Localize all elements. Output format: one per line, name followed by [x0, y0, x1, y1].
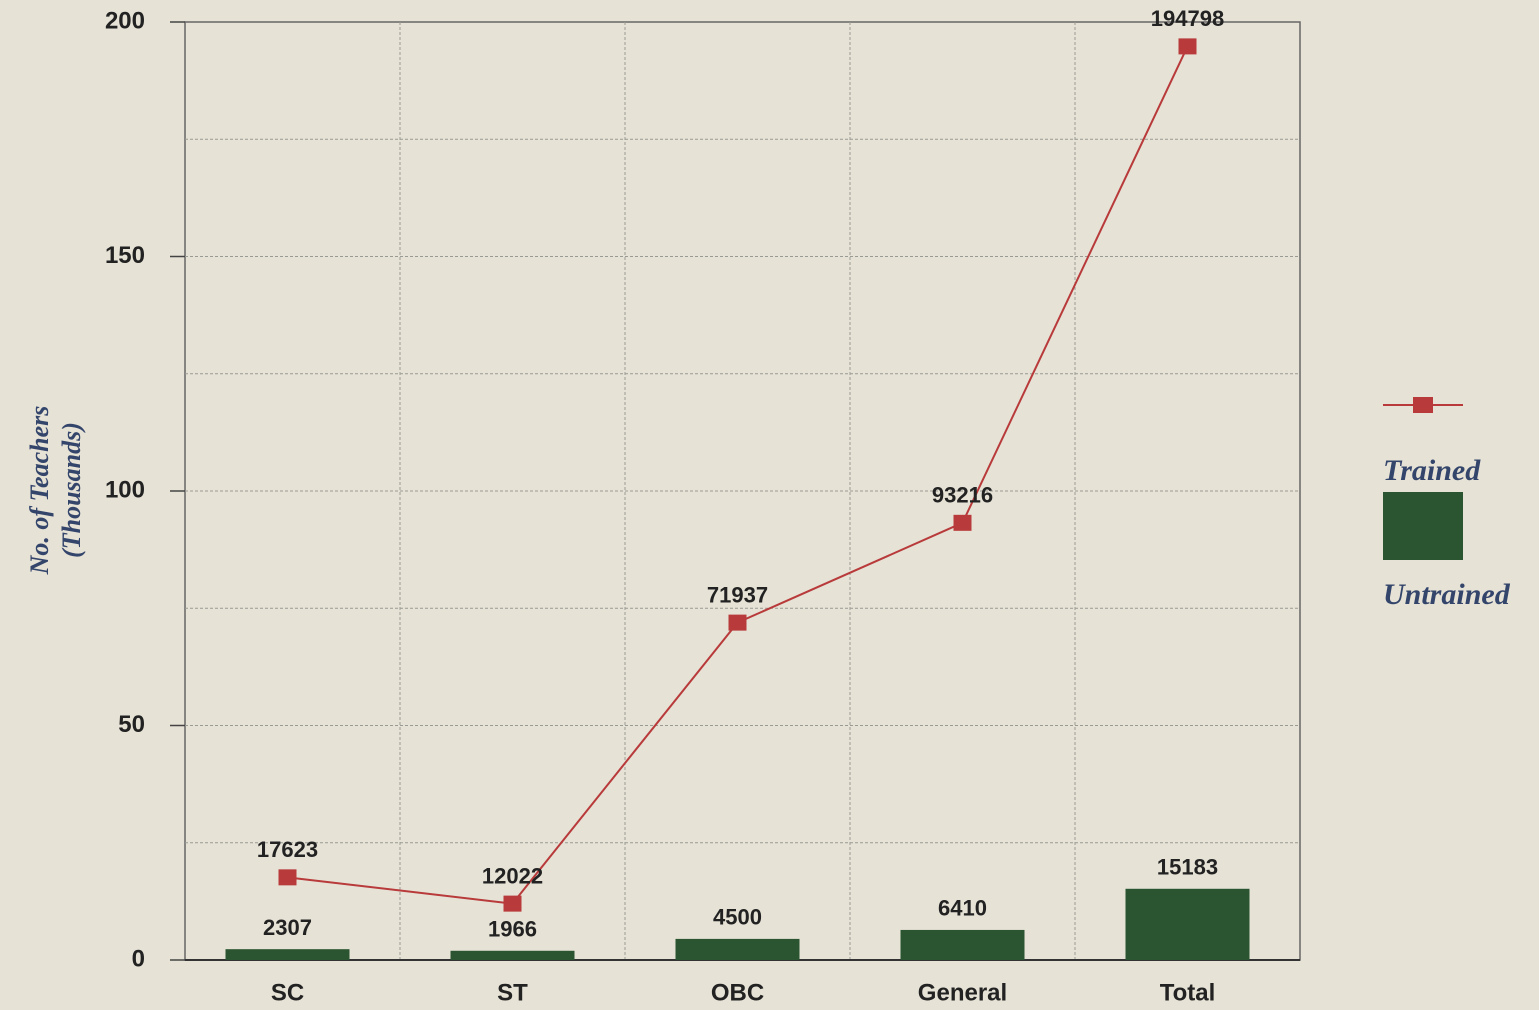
bar: [900, 929, 1025, 960]
bar: [675, 938, 800, 960]
marker: [953, 514, 972, 531]
data-label: 15183: [1157, 855, 1218, 880]
legend-marker: [1413, 397, 1433, 413]
x-tick-label: ST: [497, 979, 528, 1006]
data-label: 93216: [932, 483, 993, 508]
y-tick-label: 200: [105, 7, 145, 34]
data-label: 2307: [263, 915, 312, 940]
marker: [728, 614, 747, 631]
y-tick-label: 150: [105, 242, 145, 269]
data-label: 17623: [257, 837, 318, 862]
bar: [225, 949, 350, 960]
y-tick-label: 50: [118, 711, 145, 738]
x-tick-label: General: [918, 979, 1007, 1006]
bar: [1125, 888, 1250, 960]
data-label: 1966: [488, 917, 537, 942]
marker: [1178, 38, 1197, 55]
legend-swatch: [1383, 492, 1463, 560]
y-axis-title: (Thousands): [57, 422, 86, 558]
data-label: 194798: [1151, 6, 1224, 31]
marker: [278, 869, 297, 886]
y-tick-label: 100: [105, 476, 145, 503]
x-tick-label: Total: [1160, 979, 1216, 1006]
x-tick-label: SC: [271, 979, 304, 1006]
data-label: 12022: [482, 863, 543, 888]
y-tick-label: 0: [132, 945, 145, 972]
data-label: 71937: [707, 582, 768, 607]
legend-label: Trained: [1383, 454, 1481, 487]
y-axis-title: No. of Teachers: [25, 406, 54, 576]
legend-label: Untrained: [1383, 578, 1511, 611]
marker: [503, 895, 522, 912]
bar: [450, 950, 575, 960]
data-label: 4500: [713, 905, 762, 930]
x-tick-label: OBC: [711, 979, 764, 1006]
data-label: 6410: [938, 896, 987, 921]
